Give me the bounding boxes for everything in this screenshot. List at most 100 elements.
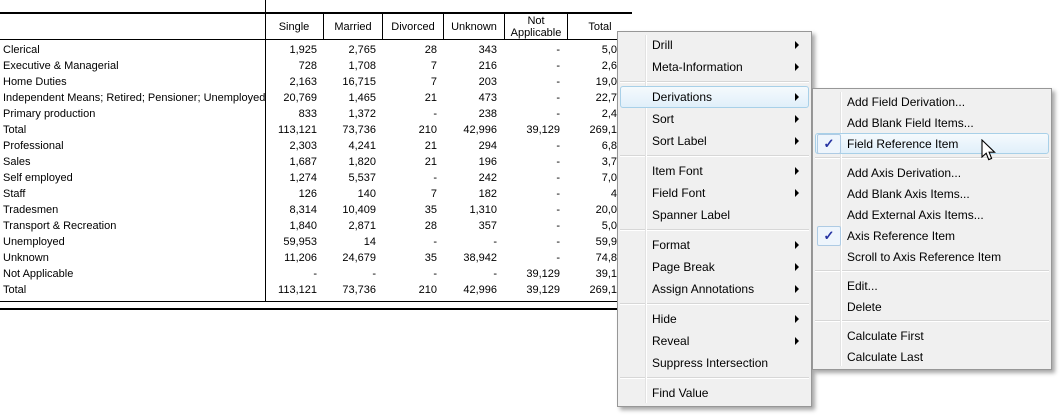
table-cell[interactable]: 2,303 (289, 140, 317, 152)
table-cell[interactable]: 7 (430, 76, 437, 88)
column-header-not-applicable[interactable]: Not Applicable (504, 14, 567, 39)
table-cell[interactable]: - (556, 92, 560, 104)
table-cell[interactable]: 5,537 (348, 172, 376, 184)
row-label[interactable]: Total (3, 284, 27, 296)
table-cell[interactable]: 38,942 (463, 252, 497, 264)
table-cell[interactable]: 20,769 (283, 92, 317, 104)
menu-item-item-font[interactable]: Item Font (620, 160, 809, 182)
menu-item-meta-information[interactable]: Meta-Information (620, 56, 809, 78)
table-cell[interactable]: 1,372 (348, 108, 376, 120)
table-cell[interactable]: 210 (418, 284, 437, 296)
table-cell[interactable]: 5,0 (601, 220, 617, 232)
menu-item-add-external-axis-items[interactable]: Add External Axis Items... (815, 204, 1049, 225)
menu-item-page-break[interactable]: Page Break (620, 256, 809, 278)
table-cell[interactable]: 2,765 (348, 44, 376, 56)
column-header-single[interactable]: Single (278, 20, 310, 33)
table-cell[interactable]: 59,9 (595, 236, 617, 248)
table-cell[interactable]: - (372, 268, 376, 280)
menu-item-suppress-intersection[interactable]: Suppress Intersection (620, 352, 809, 374)
table-cell[interactable]: 39,1 (595, 268, 617, 280)
table-cell[interactable]: 728 (298, 60, 317, 72)
table-cell[interactable]: - (556, 44, 560, 56)
table-cell[interactable]: 1,274 (289, 172, 317, 184)
table-cell[interactable]: 1,465 (348, 92, 376, 104)
table-cell[interactable]: 14 (363, 236, 376, 248)
table-cell[interactable]: 39,129 (526, 268, 560, 280)
menu-item-field-font[interactable]: Field Font (620, 182, 809, 204)
table-cell[interactable]: 28 (424, 44, 437, 56)
menu-item-find-value[interactable]: Find Value (620, 382, 809, 404)
table-cell[interactable]: 16,715 (342, 76, 376, 88)
row-label[interactable]: Unemployed (3, 236, 65, 248)
table-cell[interactable]: 1,820 (348, 156, 376, 168)
menu-item-field-reference-item[interactable]: ✓ Field Reference Item (815, 133, 1049, 154)
menu-item-scroll-to-axis-reference-item[interactable]: Scroll to Axis Reference Item (815, 246, 1049, 267)
table-cell[interactable]: - (433, 236, 437, 248)
table-cell[interactable]: 7 (430, 60, 437, 72)
menu-item-hide[interactable]: Hide (620, 308, 809, 330)
table-cell[interactable]: 73,736 (342, 124, 376, 136)
table-cell[interactable]: 21 (424, 156, 437, 168)
table-cell[interactable]: 22,7 (595, 92, 617, 104)
table-cell[interactable]: 4,241 (348, 140, 376, 152)
row-label[interactable]: Staff (3, 188, 26, 200)
table-cell[interactable]: 73,736 (342, 284, 376, 296)
table-cell[interactable]: 269,1 (589, 284, 617, 296)
table-cell[interactable]: 39,129 (526, 284, 560, 296)
table-cell[interactable]: - (433, 108, 437, 120)
table-cell[interactable]: - (556, 236, 560, 248)
menu-item-delete[interactable]: Delete (815, 296, 1049, 317)
table-cell[interactable]: - (493, 268, 497, 280)
table-cell[interactable]: 42,996 (463, 284, 497, 296)
row-label[interactable]: Home Duties (3, 76, 67, 88)
table-cell[interactable]: - (433, 172, 437, 184)
column-header-divorced[interactable]: Divorced (382, 14, 443, 39)
table-cell[interactable]: 20,0 (595, 204, 617, 216)
table-cell[interactable]: 1,708 (348, 60, 376, 72)
column-header-total[interactable]: Total (567, 14, 632, 39)
table-cell[interactable]: 1,925 (289, 44, 317, 56)
menu-item-add-blank-axis-items[interactable]: Add Blank Axis Items... (815, 183, 1049, 204)
table-cell[interactable]: 2,4 (601, 108, 617, 120)
row-label[interactable]: Professional (3, 140, 64, 152)
menu-item-reveal[interactable]: Reveal (620, 330, 809, 352)
menu-item-sort-label[interactable]: Sort Label (620, 130, 809, 152)
table-cell[interactable]: 182 (478, 188, 497, 200)
table-cell[interactable]: - (556, 140, 560, 152)
menu-item-edit[interactable]: Edit... (815, 275, 1049, 296)
menu-item-sort[interactable]: Sort (620, 108, 809, 130)
menu-item-format[interactable]: Format (620, 234, 809, 256)
row-label[interactable]: Executive & Managerial (3, 60, 119, 72)
table-cell[interactable]: 11,206 (284, 252, 317, 264)
table-cell[interactable]: 242 (478, 172, 497, 184)
table-cell[interactable]: 113,121 (278, 124, 317, 136)
table-cell[interactable]: - (556, 188, 560, 200)
table-cell[interactable]: - (556, 156, 560, 168)
table-cell[interactable]: 4 (610, 188, 617, 200)
table-cell[interactable]: - (556, 172, 560, 184)
table-cell[interactable]: - (556, 204, 560, 216)
menu-item-drill[interactable]: Drill (620, 34, 809, 56)
table-cell[interactable]: 8,314 (289, 204, 317, 216)
table-cell[interactable]: 7,0 (601, 172, 617, 184)
table-cell[interactable]: 343 (478, 44, 497, 56)
menu-item-add-blank-field-items[interactable]: Add Blank Field Items... (815, 112, 1049, 133)
table-cell[interactable]: - (556, 76, 560, 88)
table-cell[interactable]: - (556, 252, 560, 264)
table-cell[interactable]: 59,953 (283, 236, 317, 248)
table-cell[interactable]: 24,679 (342, 252, 376, 264)
menu-item-add-field-derivation[interactable]: Add Field Derivation... (815, 91, 1049, 112)
table-cell[interactable]: 2,871 (348, 220, 376, 232)
table-cell[interactable]: 294 (478, 140, 497, 152)
column-header-married[interactable]: Married (323, 14, 382, 39)
menu-item-calculate-last[interactable]: Calculate Last (815, 346, 1049, 367)
menu-item-axis-reference-item[interactable]: ✓ Axis Reference Item (815, 225, 1049, 246)
table-cell[interactable]: - (493, 236, 497, 248)
table-cell[interactable]: 113,121 (278, 284, 317, 296)
table-cell[interactable]: - (556, 108, 560, 120)
table-cell[interactable]: 1,840 (289, 220, 317, 232)
table-cell[interactable]: 473 (478, 92, 497, 104)
menu-item-calculate-first[interactable]: Calculate First (815, 325, 1049, 346)
row-label[interactable]: Not Applicable (3, 268, 74, 280)
column-header-unknown[interactable]: Unknown (443, 14, 504, 39)
